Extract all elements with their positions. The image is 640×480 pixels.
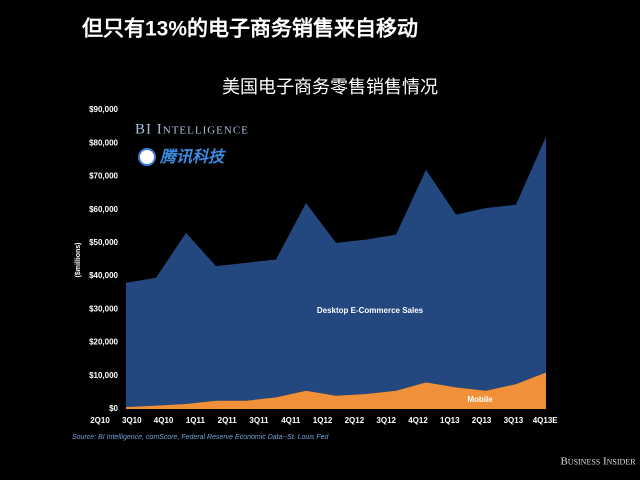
x-tick-label: 2Q12 <box>345 416 365 425</box>
y-tick-label: $60,000 <box>89 205 118 214</box>
watermark: 腾讯科技 <box>159 148 226 166</box>
x-tick-label: 2Q13 <box>472 416 492 425</box>
area <box>126 136 546 408</box>
y-tick-label: $30,000 <box>89 304 118 313</box>
y-tick-label: $80,000 <box>89 138 118 147</box>
plot <box>126 136 546 409</box>
brand: Business Insider <box>560 456 636 468</box>
y-tick-label: $20,000 <box>89 338 118 347</box>
series-label: Desktop E-Commerce Sales <box>316 306 424 315</box>
y-axis-label: ($millions) <box>75 242 82 277</box>
x-tick-label: 3Q10 <box>122 416 142 425</box>
x-tick-label: 4Q13E <box>533 416 559 425</box>
x-tick-label: 4Q11 <box>281 416 301 425</box>
x-tick-label: 3Q11 <box>249 416 269 425</box>
x-tick-label: 3Q13 <box>504 416 524 425</box>
series-label: Mobile <box>467 395 493 404</box>
x-tick-label: 1Q13 <box>440 416 460 425</box>
x-tick-label: 4Q10 <box>154 416 174 425</box>
y-tick-label: $90,000 <box>89 105 118 114</box>
watermark: BI Intelligence <box>135 121 249 137</box>
y-tick-label: $70,000 <box>89 172 118 181</box>
y-tick-label: $50,000 <box>89 238 118 247</box>
x-tick-label: 2Q11 <box>218 416 238 425</box>
y-tick-label: $0 <box>109 404 118 413</box>
x-tick-label: 1Q11 <box>186 416 206 425</box>
x-tick-label: 4Q12 <box>408 416 428 425</box>
x-tick-label: 1Q12 <box>313 416 333 425</box>
logo-icon <box>138 148 156 166</box>
x-tick-label: 3Q12 <box>376 416 396 425</box>
y-tick-label: $10,000 <box>89 371 118 380</box>
page-title: 但只有13%的电子商务销售来自移动 <box>82 17 418 41</box>
y-tick-label: $40,000 <box>89 271 118 280</box>
x-tick-label: 2Q10 <box>90 416 110 425</box>
source: Source: BI Intelligence, comScore, Feder… <box>72 434 329 441</box>
area <box>126 372 546 409</box>
chart-title: 美国电子商务零售销售情况 <box>222 77 438 97</box>
